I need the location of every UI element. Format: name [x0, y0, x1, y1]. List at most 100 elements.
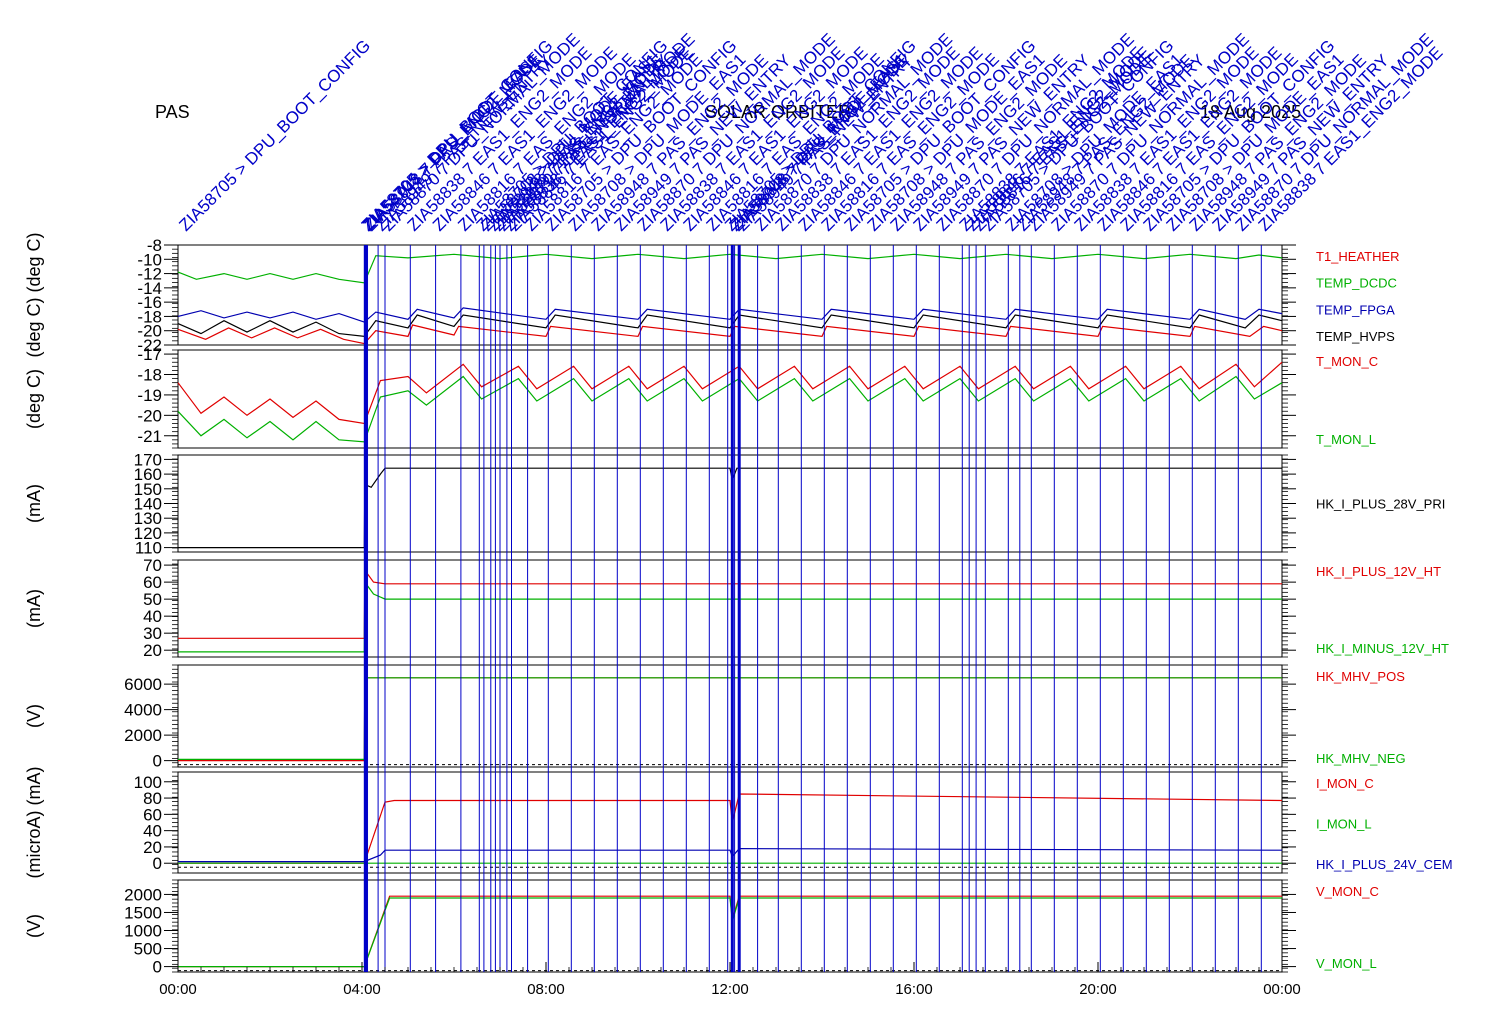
y-tick-label: -21	[137, 427, 162, 446]
x-tick-label: 20:00	[1079, 981, 1117, 998]
x-tick-label: 16:00	[895, 981, 933, 998]
panel-5: 6000 4000 2000 0 (V) HK_MHV_POS HK_MHV_NEG	[24, 664, 1406, 771]
y-tick-label: 130	[134, 509, 162, 528]
panel-frame	[177, 559, 1283, 658]
series-line-i-mon-c	[178, 793, 1283, 864]
y-tick-label: 150	[134, 480, 162, 499]
y-tick-label: 80	[143, 789, 162, 808]
y-tick-label: 40	[143, 607, 162, 626]
y-tick-label: 2000	[124, 726, 162, 745]
panel-frame	[177, 771, 1283, 874]
series-line-t-mon-l	[177, 375, 1283, 443]
y-axis-label: (V)	[24, 704, 44, 728]
legend-label: HK_MHV_NEG	[1316, 751, 1406, 766]
series-line-hk-i-plus-24v-cem	[178, 847, 1283, 863]
y-tick-label: 2000	[124, 885, 162, 904]
y-tick-label: 0	[153, 854, 162, 873]
y-tick-label: 4000	[124, 701, 162, 720]
panel-frame	[177, 349, 1283, 449]
event-line-group	[363, 245, 1262, 972]
y-tick-label: 100	[134, 773, 162, 792]
y-tick-label: 60	[143, 805, 162, 824]
x-tick-label: 12:00	[711, 981, 749, 998]
legend-label: HK_I_PLUS_24V_CEM	[1316, 857, 1453, 872]
legend-label: T_MON_L	[1316, 432, 1376, 447]
y-tick-label: 170	[134, 450, 162, 469]
time-axis: 00:00 04:00 08:00 12:00 16:00 20:00 00:00	[159, 962, 1301, 998]
y-tick-label: -14	[137, 279, 162, 298]
legend-label: TEMP_DCDC	[1316, 276, 1397, 291]
y-axis-label: (deg C)	[24, 369, 44, 429]
y-tick-label: 40	[143, 822, 162, 841]
legend-label: I_MON_C	[1316, 776, 1374, 791]
series-line-v-mon-l	[178, 897, 1282, 968]
y-tick-label: -20	[137, 406, 162, 425]
x-tick-label: 00:00	[159, 981, 197, 998]
y-tick-label: 140	[134, 495, 162, 514]
panel-group: -8-10-12-14-16-18-20-22(deg C) (deg C) T1…	[24, 232, 1453, 976]
instrument-label: PAS	[155, 102, 190, 122]
y-tick-label: -22	[137, 336, 162, 355]
y-tick-label: -18	[137, 366, 162, 385]
legend-label: HK_I_PLUS_12V_HT	[1316, 564, 1441, 579]
y-axis-label: (V)	[24, 914, 44, 938]
y-tick-label: 160	[134, 465, 162, 484]
legend-label: T1_HEATHER	[1316, 249, 1400, 264]
panel-frame	[177, 664, 1283, 768]
series-line-temp-hvps	[177, 314, 1283, 338]
y-axis-label: (mA)	[24, 484, 44, 523]
series-line-hk-i-minus-12v-ht	[178, 580, 1282, 653]
y-tick-label: 1500	[124, 903, 162, 922]
series-line-hk-i-plus-12v-ht	[178, 568, 1282, 639]
legend-label: TEMP_FPGA	[1316, 302, 1395, 317]
panel-frame	[177, 879, 1283, 973]
y-tick-label: -19	[137, 386, 162, 405]
y-tick-label: 0	[153, 958, 162, 977]
y-tick-label: 500	[134, 940, 162, 959]
series-line-t-mon-c	[177, 361, 1283, 425]
y-tick-label: -16	[137, 293, 162, 312]
legend-label: T_MON_C	[1316, 354, 1378, 369]
y-tick-label: -18	[137, 307, 162, 326]
y-tick-label: 20	[143, 641, 162, 660]
legend-label: HK_I_PLUS_28V_PRI	[1316, 497, 1445, 512]
y-tick-label: -12	[137, 265, 162, 284]
y-tick-label: 70	[143, 556, 162, 575]
y-tick-label: 120	[134, 524, 162, 543]
x-tick-label: 00:00	[1263, 981, 1301, 998]
y-tick-label: 110	[135, 539, 162, 558]
y-tick-label: -8	[147, 236, 162, 255]
y-tick-label: 1000	[124, 922, 162, 941]
y-tick-label: -17	[137, 345, 162, 364]
y-tick-label: 0	[153, 752, 162, 771]
x-tick-label: 04:00	[343, 981, 381, 998]
y-tick-label: 20	[143, 838, 162, 857]
legend-label: HK_I_MINUS_12V_HT	[1316, 641, 1449, 656]
y-tick-label: -10	[137, 250, 162, 269]
panel-frame	[177, 244, 1283, 346]
panel-2: -17 -18-19-20 -21 (deg C) T_MON_C T_MON_L	[24, 345, 1378, 449]
panel-1: -8-10-12-14-16-18-20-22 (deg C) (deg C) T1…	[24, 232, 1400, 357]
series-line-t1-heather	[177, 324, 1283, 345]
x-tick-label: 08:00	[527, 981, 565, 998]
series-line-temp-fpga	[177, 307, 1283, 323]
y-tick-label: 6000	[124, 675, 162, 694]
series-line-hk-mhv-neg	[178, 677, 1282, 761]
y-axis-label: (deg C) (deg C)	[24, 232, 44, 357]
y-tick-label: 30	[143, 624, 162, 643]
y-axis-label: (microA) (mA)	[24, 767, 44, 879]
series-line-hk-mhv-pos	[178, 677, 1282, 762]
mission-label: SOLAR ORBITER	[705, 102, 851, 122]
legend-label: V_MON_L	[1316, 956, 1377, 971]
legend-label: TEMP_HVPS	[1316, 329, 1395, 344]
series-line-v-mon-c	[178, 895, 1282, 968]
y-axis-label: (mA)	[24, 589, 44, 628]
y-tick-label: -20	[137, 322, 162, 341]
header: PAS SOLAR ORBITER 18 Aug 2025	[155, 102, 1301, 122]
date-label: 18 Aug 2025	[1200, 102, 1301, 122]
event-label: ZIA58705 > DPU_BOOT_CONFIG	[175, 36, 374, 235]
